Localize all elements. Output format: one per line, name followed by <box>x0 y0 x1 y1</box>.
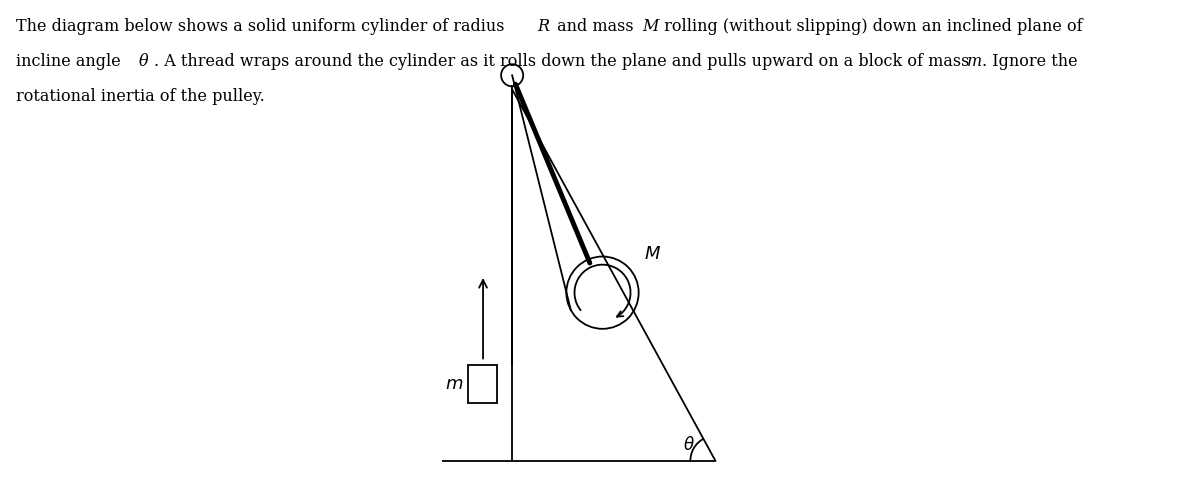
Text: m: m <box>967 53 983 70</box>
Text: R: R <box>538 18 550 35</box>
Text: . A thread wraps around the cylinder as it rolls down the plane and pulls upward: . A thread wraps around the cylinder as … <box>154 53 974 70</box>
Bar <box>468 366 497 403</box>
Text: The diagram below shows a solid uniform cylinder of radius: The diagram below shows a solid uniform … <box>16 18 509 35</box>
Text: $M$: $M$ <box>644 244 661 262</box>
Text: and mass: and mass <box>552 18 638 35</box>
Text: $\theta$: $\theta$ <box>684 435 695 453</box>
Text: . Ignore the: . Ignore the <box>982 53 1078 70</box>
Text: M: M <box>642 18 659 35</box>
Text: rotational inertia of the pulley.: rotational inertia of the pulley. <box>16 88 264 105</box>
Text: $m$: $m$ <box>445 374 463 392</box>
Text: rolling (without slipping) down an inclined plane of: rolling (without slipping) down an incli… <box>659 18 1082 35</box>
Text: θ: θ <box>139 53 149 70</box>
Text: incline angle: incline angle <box>16 53 126 70</box>
